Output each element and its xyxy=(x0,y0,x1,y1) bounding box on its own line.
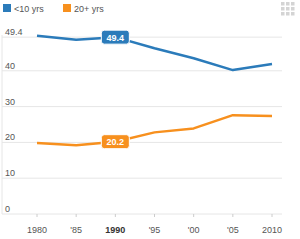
x-tick-label: 1990 xyxy=(105,225,125,235)
legend-item: <10 yrs xyxy=(3,4,44,14)
annotation: 49.4 xyxy=(101,30,129,44)
legend-swatch xyxy=(63,4,71,12)
y-tick-label: 10 xyxy=(5,168,15,178)
legend-label: <10 yrs xyxy=(14,4,44,14)
y-tick-label: 20 xyxy=(5,132,15,142)
x-tick xyxy=(272,214,273,217)
series-line xyxy=(37,115,272,145)
annotation-box xyxy=(101,135,129,149)
y-tick-label: 49.4 xyxy=(5,27,23,37)
icon-cell xyxy=(286,2,290,6)
plot-area xyxy=(37,36,272,146)
x-tick-label: '95 xyxy=(149,225,161,235)
x-tick xyxy=(232,214,233,217)
annotation-text: 49.4 xyxy=(107,33,125,43)
x-tick xyxy=(115,214,116,217)
grid-line xyxy=(2,106,282,107)
x-tick xyxy=(193,214,194,217)
icon-cell xyxy=(291,2,295,6)
icon-cell xyxy=(286,12,290,16)
series-line xyxy=(37,36,272,70)
grid-line xyxy=(2,70,282,71)
icon-cell xyxy=(281,7,285,11)
x-tick-label: '85 xyxy=(70,225,82,235)
annotation: 20.2 xyxy=(101,135,129,149)
y-tick-label: 0 xyxy=(5,204,10,214)
legend-item: 20+ yrs xyxy=(63,4,104,14)
icon-cell xyxy=(291,12,295,16)
annotation-box xyxy=(101,30,129,44)
x-tick-label: '00 xyxy=(188,225,200,235)
menu-icon xyxy=(281,2,295,16)
legend-label: 20+ yrs xyxy=(74,4,104,14)
legend-swatch xyxy=(3,4,11,12)
x-tick xyxy=(76,214,77,217)
x-tick-label: '05 xyxy=(227,225,239,235)
x-tick xyxy=(37,214,38,217)
chart: 0 10 20 30 40 49.4 1980 '85 1990 '95 '00 '05 2010 49.… xyxy=(0,0,300,239)
icon-cell xyxy=(291,7,295,11)
y-tick-label: 40 xyxy=(5,61,15,71)
x-tick-label: 1980 xyxy=(27,225,47,235)
grid-line xyxy=(2,178,282,179)
icon-cell xyxy=(286,7,290,11)
annotation-text: 20.2 xyxy=(107,137,125,147)
icon-cell xyxy=(281,12,285,16)
y-tick-label: 30 xyxy=(5,97,15,107)
y-axis-line xyxy=(2,35,3,214)
icon-cell xyxy=(281,2,285,6)
x-tick xyxy=(154,214,155,217)
x-tick-label: 2010 xyxy=(262,225,282,235)
grid-line xyxy=(2,214,282,215)
